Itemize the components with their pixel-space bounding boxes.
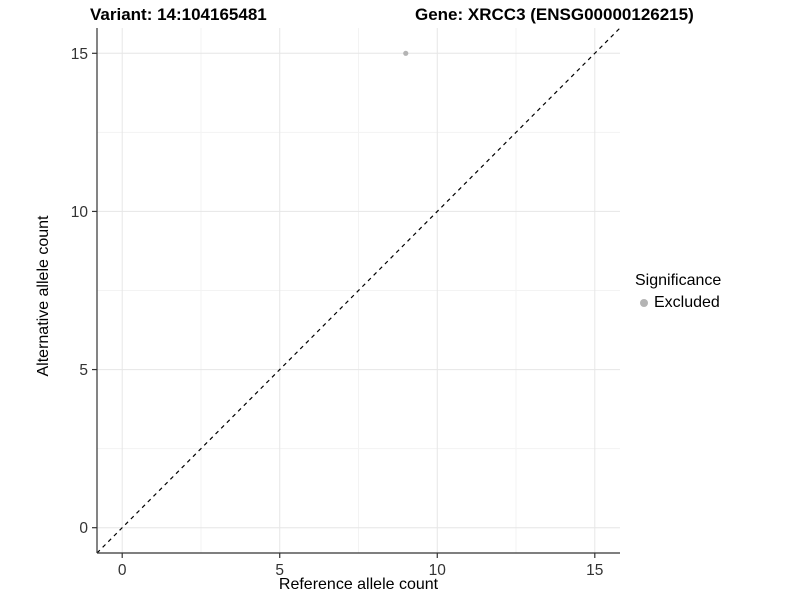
- identity-reference-line: [96, 27, 621, 554]
- x-tick-label: 10: [429, 562, 447, 579]
- x-tick-label: 5: [275, 562, 284, 579]
- plot-title-gene: Gene: XRCC3 (ENSG00000126215): [415, 5, 694, 24]
- legend: Significance Excluded: [635, 272, 721, 312]
- x-axis-title: Reference allele count: [278, 576, 439, 593]
- y-tick-label: 10: [71, 204, 89, 221]
- data-point: [403, 50, 409, 56]
- legend-title: Significance: [635, 272, 722, 289]
- legend-point-icon: [640, 299, 648, 308]
- x-tick-label: 0: [118, 562, 127, 579]
- plot-title-variant: Variant: 14:104165481: [90, 5, 267, 24]
- legend-item: Excluded: [635, 294, 721, 312]
- y-tick-label: 15: [71, 46, 88, 63]
- y-axis-title: Alternative allele count: [35, 215, 52, 377]
- x-tick-label: 15: [586, 562, 603, 579]
- y-tick-label: 0: [79, 520, 88, 537]
- y-tick-label: 5: [79, 362, 88, 379]
- legend-item-label: Excluded: [654, 294, 720, 312]
